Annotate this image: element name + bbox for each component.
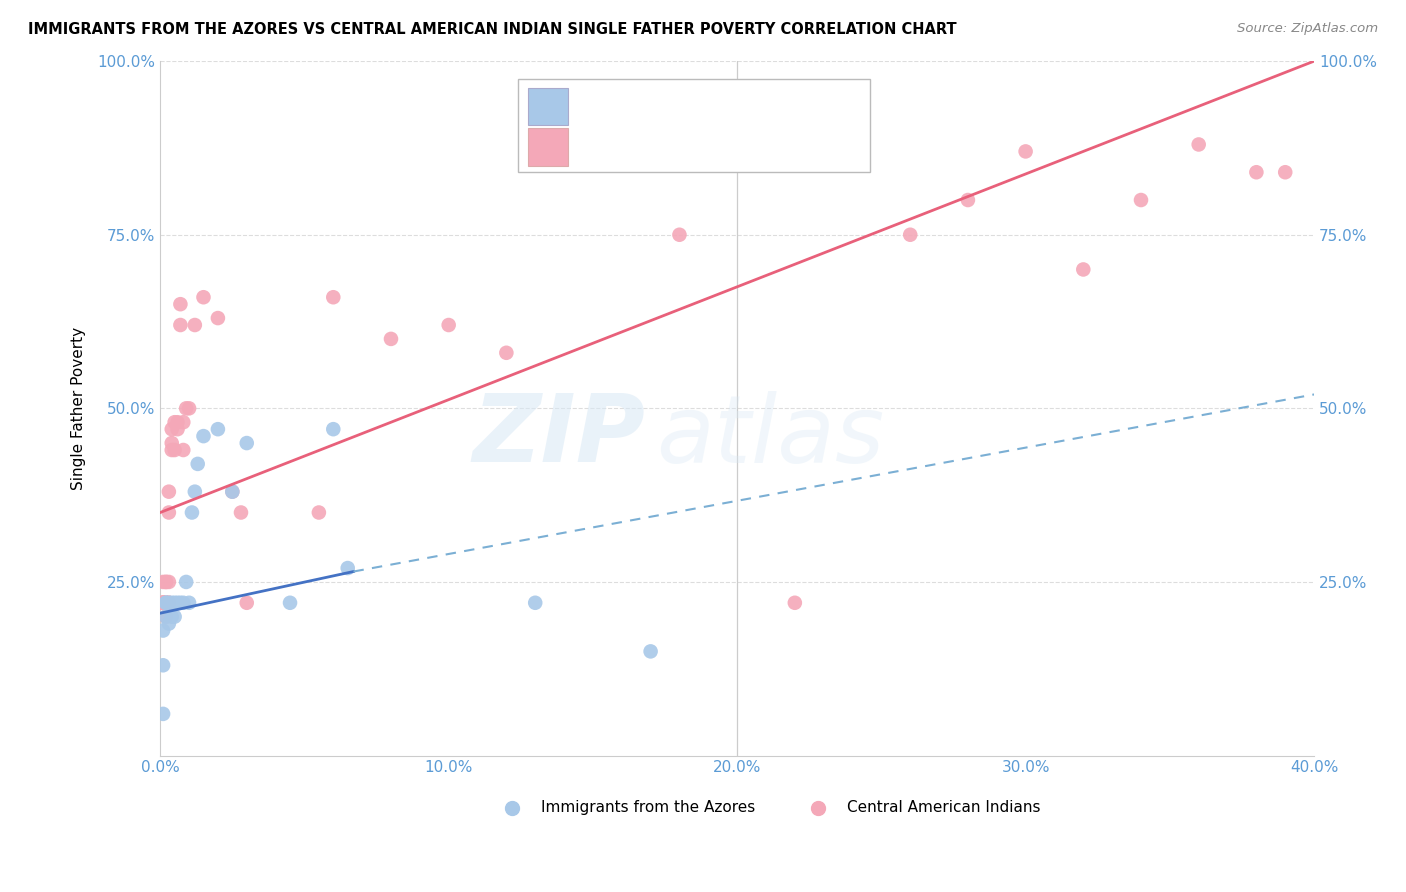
Point [668, 227, 690, 242]
Point [163, 609, 186, 624]
Text: atlas: atlas [657, 391, 884, 482]
Point [1274, 165, 1296, 179]
Point [152, 706, 174, 721]
Point [155, 596, 177, 610]
Point [160, 442, 183, 457]
Point [172, 415, 194, 429]
Point [1188, 137, 1211, 152]
Text: R =  0.531: R = 0.531 [574, 139, 655, 154]
Point [322, 422, 344, 436]
Point [155, 574, 177, 589]
Point [172, 442, 194, 457]
Point [207, 311, 229, 326]
Point [152, 596, 174, 610]
Point [174, 574, 197, 589]
Point [380, 332, 402, 346]
Point [207, 422, 229, 436]
Text: Central American Indians: Central American Indians [846, 800, 1040, 815]
Point [177, 401, 200, 416]
Point [155, 609, 177, 624]
Point [437, 318, 460, 332]
Text: N = 51: N = 51 [700, 139, 758, 154]
Point [155, 596, 177, 610]
Point [229, 506, 252, 520]
Point [152, 624, 174, 638]
Point [322, 290, 344, 304]
Text: Immigrants from the Azores: Immigrants from the Azores [541, 800, 755, 815]
Point [160, 422, 183, 436]
FancyBboxPatch shape [529, 128, 568, 166]
Point [184, 318, 207, 332]
Point [152, 574, 174, 589]
Point [163, 596, 186, 610]
Text: R =  0.121: R = 0.121 [574, 99, 655, 114]
Point [1071, 262, 1094, 277]
Point [163, 442, 186, 457]
Text: Source: ZipAtlas.com: Source: ZipAtlas.com [1237, 22, 1378, 36]
Point [177, 596, 200, 610]
Point [157, 596, 180, 610]
Point [166, 596, 188, 610]
Point [152, 658, 174, 673]
Point [152, 596, 174, 610]
Point [336, 561, 359, 575]
Point [157, 484, 180, 499]
Point [278, 596, 301, 610]
Point [152, 596, 174, 610]
Point [157, 596, 180, 610]
Point [155, 596, 177, 610]
Text: IMMIGRANTS FROM THE AZORES VS CENTRAL AMERICAN INDIAN SINGLE FATHER POVERTY CORR: IMMIGRANTS FROM THE AZORES VS CENTRAL AM… [28, 22, 956, 37]
Point [725, 137, 748, 152]
FancyBboxPatch shape [529, 87, 568, 125]
Point [524, 596, 547, 610]
Text: N = 29: N = 29 [700, 99, 758, 114]
Point [221, 484, 243, 499]
Point [166, 422, 188, 436]
Point [783, 596, 806, 610]
Point [1014, 145, 1036, 159]
Point [155, 596, 177, 610]
Point [898, 227, 921, 242]
Point [157, 616, 180, 631]
Point [193, 429, 215, 443]
Point [160, 609, 183, 624]
Point [157, 506, 180, 520]
Point [169, 318, 191, 332]
Point [160, 436, 183, 450]
Y-axis label: Single Father Poverty: Single Father Poverty [72, 326, 86, 490]
Text: ZIP: ZIP [472, 390, 645, 482]
Point [495, 346, 517, 360]
Point [235, 436, 257, 450]
Point [174, 401, 197, 416]
Point [308, 506, 330, 520]
Point [152, 596, 174, 610]
Point [640, 644, 662, 658]
Point [166, 415, 188, 429]
Point [169, 596, 191, 610]
Point [163, 415, 186, 429]
Point [181, 506, 204, 520]
Point [956, 193, 979, 207]
Point [187, 457, 209, 471]
Point [235, 596, 257, 610]
Point [157, 574, 180, 589]
Point [1130, 193, 1153, 207]
Point [184, 484, 207, 499]
Point [155, 574, 177, 589]
Point [152, 596, 174, 610]
Point [169, 297, 191, 311]
Point [155, 609, 177, 624]
Point [157, 596, 180, 610]
Point [160, 596, 183, 610]
Point [221, 484, 243, 499]
Point [1246, 165, 1268, 179]
Point [193, 290, 215, 304]
Point [172, 596, 194, 610]
FancyBboxPatch shape [517, 78, 870, 172]
